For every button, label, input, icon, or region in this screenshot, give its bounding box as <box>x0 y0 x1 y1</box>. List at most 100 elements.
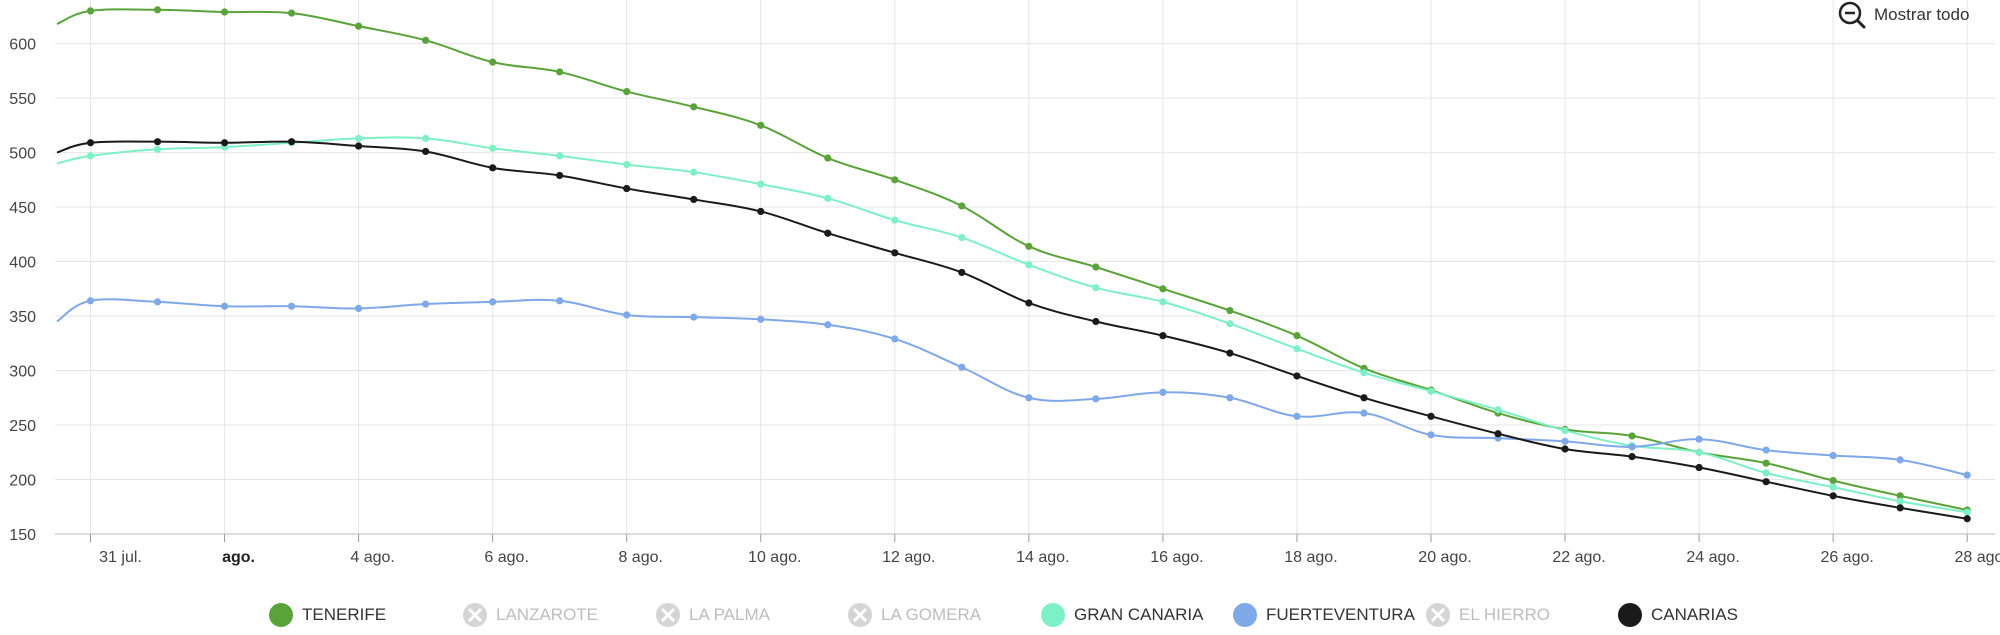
data-point-tenerife[interactable] <box>1896 492 1904 500</box>
data-point-gran-canaria[interactable] <box>757 180 765 188</box>
data-point-gran-canaria[interactable] <box>1963 508 1971 516</box>
data-point-fuerteventura[interactable] <box>891 335 899 343</box>
data-point-gran-canaria[interactable] <box>1427 387 1435 395</box>
data-point-gran-canaria[interactable] <box>1092 284 1100 292</box>
data-point-canarias[interactable] <box>1762 478 1770 486</box>
data-point-gran-canaria[interactable] <box>891 216 899 224</box>
data-point-fuerteventura[interactable] <box>1762 446 1770 454</box>
data-point-canarias[interactable] <box>220 139 229 147</box>
data-point-gran-canaria[interactable] <box>422 134 430 143</box>
data-point-gran-canaria[interactable] <box>1829 483 1837 491</box>
legend-item-fuerteventura[interactable]: FUERTEVENTURA <box>1232 600 1415 630</box>
data-point-tenerife[interactable] <box>1226 306 1234 315</box>
data-point-canarias[interactable] <box>1561 445 1569 453</box>
data-point-canarias[interactable] <box>690 195 698 204</box>
data-point-fuerteventura[interactable] <box>824 321 832 329</box>
data-point-gran-canaria[interactable] <box>824 194 832 202</box>
data-point-fuerteventura[interactable] <box>623 311 631 319</box>
data-point-canarias[interactable] <box>86 139 95 147</box>
data-point-canarias[interactable] <box>1159 332 1167 340</box>
data-point-canarias[interactable] <box>1829 492 1837 500</box>
legend-item-la-gomera[interactable]: LA GOMERA <box>847 600 981 630</box>
data-point-fuerteventura[interactable] <box>1896 456 1904 464</box>
data-point-fuerteventura[interactable] <box>489 298 497 306</box>
data-point-tenerife[interactable] <box>690 103 698 111</box>
data-point-gran-canaria[interactable] <box>958 233 966 242</box>
data-point-canarias[interactable] <box>1092 317 1100 326</box>
data-point-canarias[interactable] <box>824 229 832 237</box>
data-point-gran-canaria[interactable] <box>1896 497 1904 505</box>
data-point-gran-canaria[interactable] <box>489 144 497 152</box>
data-point-fuerteventura[interactable] <box>1092 395 1100 403</box>
data-point-canarias[interactable] <box>757 207 765 216</box>
data-point-fuerteventura[interactable] <box>690 313 698 321</box>
data-point-fuerteventura[interactable] <box>287 302 296 310</box>
data-point-fuerteventura[interactable] <box>1025 394 1033 402</box>
data-point-fuerteventura[interactable] <box>1159 388 1167 396</box>
data-point-tenerife[interactable] <box>1762 459 1770 467</box>
data-point-fuerteventura[interactable] <box>1360 409 1368 417</box>
reset-zoom-button[interactable]: Mostrar todo <box>1838 0 1969 30</box>
data-point-canarias[interactable] <box>1293 372 1301 380</box>
legend-item-el-hierro[interactable]: EL HIERRO <box>1425 600 1550 630</box>
data-point-gran-canaria[interactable] <box>556 152 564 160</box>
legend-item-la-palma[interactable]: LA PALMA <box>655 600 770 630</box>
data-point-tenerife[interactable] <box>153 6 162 14</box>
data-point-tenerife[interactable] <box>556 68 564 76</box>
data-point-fuerteventura[interactable] <box>355 304 363 313</box>
data-point-gran-canaria[interactable] <box>86 152 95 160</box>
data-point-gran-canaria[interactable] <box>153 145 162 153</box>
data-point-gran-canaria[interactable] <box>690 168 698 176</box>
data-point-fuerteventura[interactable] <box>220 302 229 310</box>
data-point-gran-canaria[interactable] <box>1159 298 1167 306</box>
data-point-gran-canaria[interactable] <box>1226 320 1234 328</box>
data-point-canarias[interactable] <box>287 138 296 146</box>
data-point-canarias[interactable] <box>1494 430 1502 438</box>
data-point-canarias[interactable] <box>355 142 363 150</box>
data-point-gran-canaria[interactable] <box>1025 261 1033 269</box>
data-point-gran-canaria[interactable] <box>1561 426 1569 435</box>
data-point-gran-canaria[interactable] <box>1695 448 1703 456</box>
data-point-tenerife[interactable] <box>623 87 631 96</box>
data-point-fuerteventura[interactable] <box>1829 451 1837 460</box>
data-point-tenerife[interactable] <box>824 154 832 162</box>
data-point-gran-canaria[interactable] <box>1494 406 1502 414</box>
data-point-canarias[interactable] <box>1695 463 1703 472</box>
data-point-gran-canaria[interactable] <box>623 160 631 169</box>
data-point-canarias[interactable] <box>422 147 430 156</box>
data-point-fuerteventura[interactable] <box>1695 435 1703 443</box>
data-point-tenerife[interactable] <box>1159 285 1167 293</box>
data-point-canarias[interactable] <box>556 171 564 180</box>
data-point-canarias[interactable] <box>1427 412 1435 420</box>
legend-item-lanzarote[interactable]: LANZAROTE <box>462 600 598 630</box>
data-point-tenerife[interactable] <box>891 176 899 184</box>
data-point-tenerife[interactable] <box>757 121 765 129</box>
data-point-tenerife[interactable] <box>1829 477 1837 485</box>
data-point-canarias[interactable] <box>1896 504 1904 512</box>
data-point-tenerife[interactable] <box>1293 332 1301 340</box>
data-point-canarias[interactable] <box>958 268 966 277</box>
data-point-fuerteventura[interactable] <box>1628 443 1636 451</box>
data-point-tenerife[interactable] <box>1628 432 1636 440</box>
data-point-fuerteventura[interactable] <box>1427 431 1435 439</box>
data-point-tenerife[interactable] <box>287 9 296 17</box>
data-point-canarias[interactable] <box>153 138 162 146</box>
data-point-tenerife[interactable] <box>958 202 966 210</box>
data-point-fuerteventura[interactable] <box>86 297 95 305</box>
data-point-gran-canaria[interactable] <box>1762 469 1770 477</box>
data-point-tenerife[interactable] <box>1025 242 1033 250</box>
data-point-canarias[interactable] <box>489 164 497 172</box>
data-point-canarias[interactable] <box>1628 453 1636 461</box>
data-point-fuerteventura[interactable] <box>1226 394 1234 402</box>
data-point-tenerife[interactable] <box>86 7 95 15</box>
legend-item-gran-canaria[interactable]: GRAN CANARIA <box>1040 600 1203 630</box>
data-point-canarias[interactable] <box>1025 299 1033 307</box>
data-point-fuerteventura[interactable] <box>1561 437 1569 445</box>
data-point-fuerteventura[interactable] <box>422 300 430 308</box>
data-point-tenerife[interactable] <box>489 58 497 66</box>
data-point-tenerife[interactable] <box>422 36 430 44</box>
data-point-gran-canaria[interactable] <box>1360 369 1368 377</box>
legend-item-canarias[interactable]: CANARIAS <box>1617 600 1738 630</box>
data-point-fuerteventura[interactable] <box>757 315 765 323</box>
data-point-canarias[interactable] <box>1963 515 1971 523</box>
